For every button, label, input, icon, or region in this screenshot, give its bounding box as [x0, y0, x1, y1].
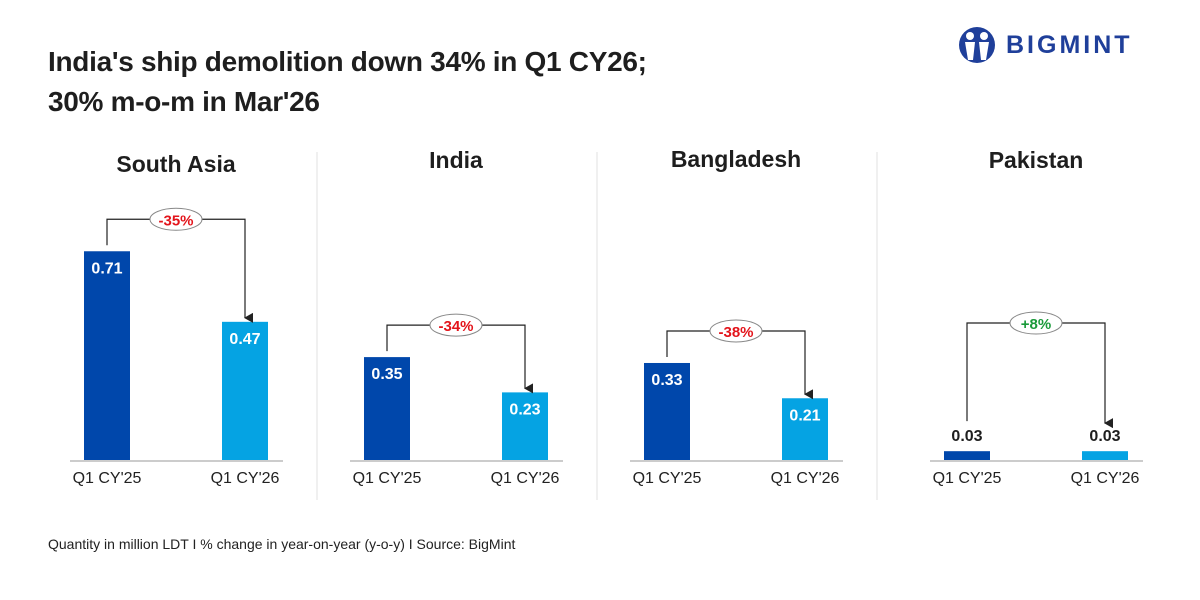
change-label: -38% — [718, 324, 753, 341]
x-tick-label: Q1 CY'26 — [211, 470, 280, 487]
data-label: 0.33 — [651, 372, 682, 389]
data-label: 0.03 — [1089, 428, 1120, 445]
bar — [944, 451, 990, 460]
change-badge — [149, 207, 203, 231]
panel-title: South Asia — [116, 151, 235, 177]
bar — [502, 392, 548, 460]
bar — [782, 398, 828, 460]
logo-text: BIGMINT — [1006, 30, 1133, 59]
bar — [1082, 451, 1128, 460]
panel-title: Bangladesh — [671, 146, 801, 172]
x-tick-label: Q1 CY'25 — [73, 470, 142, 487]
change-badge — [709, 319, 763, 343]
data-label: 0.35 — [371, 366, 402, 383]
x-tick-label: Q1 CY'26 — [491, 470, 560, 487]
change-label: -35% — [158, 212, 193, 229]
panel-title: India — [429, 147, 483, 173]
change-badge — [1009, 311, 1063, 335]
x-tick-label: Q1 CY'26 — [1071, 470, 1140, 487]
bar — [222, 321, 268, 460]
x-tick-label: Q1 CY'25 — [933, 470, 1002, 487]
x-tick-label: Q1 CY'25 — [633, 470, 702, 487]
change-label: +8% — [1021, 316, 1051, 333]
change-label: -34% — [438, 318, 473, 335]
bar — [644, 362, 690, 460]
x-tick-label: Q1 CY'25 — [353, 470, 422, 487]
bar — [364, 357, 410, 460]
data-label: 0.21 — [789, 407, 820, 424]
title-line-1: India's ship demolition down 34% in Q1 C… — [48, 46, 647, 77]
data-label: 0.23 — [509, 401, 540, 418]
bigmint-logo: BIGMINT — [958, 26, 1133, 64]
bar — [84, 251, 130, 460]
panel-title: Pakistan — [989, 147, 1084, 173]
change-bracket-arrow — [966, 322, 1113, 429]
x-tick-label: Q1 CY'26 — [771, 470, 840, 487]
title-line-2: 30% m-o-m in Mar'26 — [48, 86, 320, 117]
logo-mark-icon — [959, 27, 995, 63]
data-label: 0.47 — [229, 331, 260, 348]
chart-footnote: Quantity in million LDT I % change in ye… — [48, 536, 516, 552]
data-label: 0.03 — [951, 428, 982, 445]
change-badge — [429, 313, 483, 337]
chart-title: India's ship demolition down 34% in Q1 C… — [48, 42, 647, 122]
data-label: 0.71 — [91, 260, 122, 277]
